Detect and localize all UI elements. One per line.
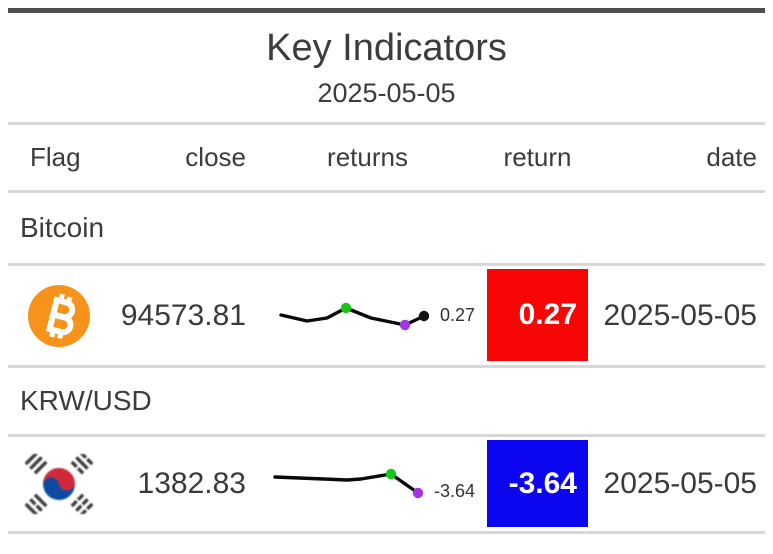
- divider: [8, 263, 765, 266]
- divider: [8, 365, 765, 368]
- table-row-bitcoin: 94573.81 0.27 0.27 2025-05-05: [8, 266, 765, 365]
- section-label-bitcoin: Bitcoin: [20, 212, 105, 243]
- column-header-returns: returns: [327, 142, 408, 172]
- column-header-return: return: [503, 142, 572, 172]
- top-divider: [8, 8, 765, 13]
- divider: [8, 122, 765, 125]
- column-header-close: close: [185, 142, 246, 172]
- divider: [8, 434, 765, 437]
- column-header-date: date: [706, 142, 757, 172]
- south-korea-flag-icon: [25, 454, 93, 514]
- return-badge: -3.64: [487, 440, 588, 527]
- close-value: 1382.83: [137, 467, 246, 500]
- returns-sparkline-cell: -3.64: [250, 467, 485, 501]
- key-indicators-panel: Key Indicators 2025-05-05 Flag close ret…: [0, 8, 773, 534]
- returns-sparkline-cell: 0.27: [250, 299, 485, 333]
- return-badge-cell: 0.27: [485, 266, 590, 365]
- return-badge: 0.27: [487, 269, 588, 361]
- page-subtitle-date: 2025-05-05: [317, 78, 456, 108]
- page-title: Key Indicators: [266, 27, 507, 69]
- close-value: 94573.81: [120, 298, 246, 332]
- bitcoin-icon: [28, 284, 90, 347]
- sparkline-end-label: -3.64: [433, 480, 475, 501]
- divider: [8, 190, 765, 193]
- date-value: 2025-05-05: [603, 467, 757, 500]
- korea-flag-icon-cell: [8, 454, 110, 514]
- column-header-flag: Flag: [30, 142, 81, 172]
- sparkline-end-label: 0.27: [439, 305, 475, 325]
- section-label-krwusd: KRW/USD: [20, 385, 152, 416]
- table-header-row: Flag close returns return date: [8, 125, 765, 190]
- table-row-krwusd: 1382.83 -3.64 -3.64 2025-05-05: [8, 437, 765, 531]
- bitcoin-icon-cell: [8, 284, 110, 348]
- date-value: 2025-05-05: [603, 298, 757, 332]
- sparkline-chart: [273, 468, 424, 499]
- bottom-divider: [8, 531, 765, 534]
- sparkline-chart: [279, 302, 430, 330]
- return-badge-cell: -3.64: [485, 437, 590, 531]
